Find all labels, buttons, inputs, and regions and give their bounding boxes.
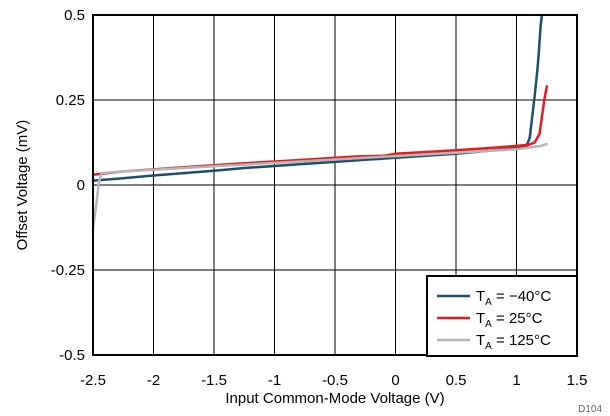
y-tick-label: 0.25	[56, 92, 85, 109]
x-tick-label: 0.5	[446, 372, 467, 389]
series-line-1	[91, 13, 544, 182]
series-line-3	[91, 142, 549, 231]
plot-frame	[92, 14, 578, 356]
legend-label-3: TA = 125°C	[476, 332, 551, 352]
x-tick-label: -1	[268, 372, 281, 389]
x-tick-label: -2.5	[80, 372, 106, 389]
legend-box	[426, 275, 578, 357]
x-tick-label: 1	[512, 372, 520, 389]
y-axis-ticks: -0.5 -0.25 0 0.25 0.5	[51, 7, 85, 364]
x-tick-label: 1.5	[567, 372, 588, 389]
y-axis-label: Offset Voltage (mV)	[14, 120, 31, 251]
legend-label-1: TA = −40°C	[476, 288, 551, 308]
y-tick-label: 0	[77, 177, 85, 194]
x-axis-ticks: -2.5 -2 -1.5 -1 -0.5 0 0.5 1 1.5	[80, 372, 587, 389]
x-tick-label: -2	[147, 372, 160, 389]
legend: TA = −40°CTA = 25°CTA = 125°C	[426, 275, 578, 357]
y-tick-label: -0.5	[59, 347, 85, 364]
series-layer	[91, 13, 549, 231]
y-tick-label: 0.5	[64, 7, 85, 24]
x-axis-label: Input Common-Mode Voltage (V)	[225, 390, 444, 407]
x-tick-label: -0.5	[322, 372, 348, 389]
x-tick-label: 0	[391, 372, 399, 389]
y-tick-label: -0.25	[51, 262, 85, 279]
figure-id: D104	[578, 404, 602, 415]
x-tick-label: -1.5	[201, 372, 227, 389]
legend-label-2: TA = 25°C	[476, 310, 543, 330]
